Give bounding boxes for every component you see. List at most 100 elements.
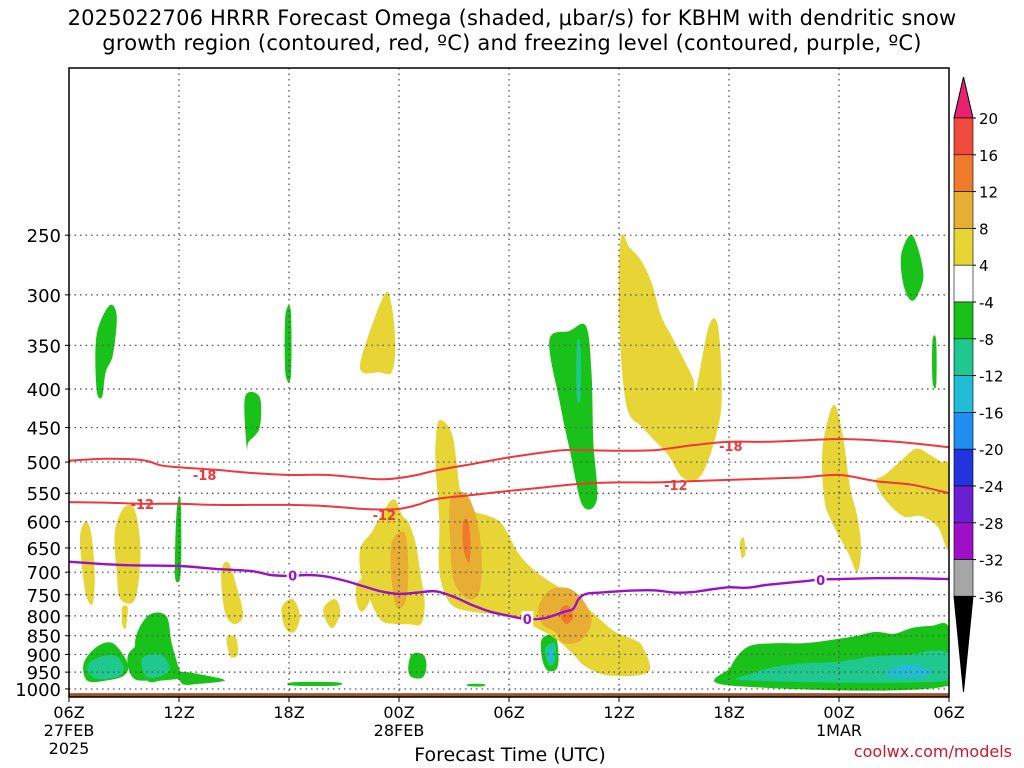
y-tick-label: 250 — [27, 226, 61, 247]
colorbar-label: 8 — [979, 220, 989, 238]
colorbar-bottom-arrow — [953, 595, 974, 693]
omega-region-up_4 — [875, 448, 949, 551]
omega-region-down_4 — [932, 335, 937, 389]
omega-region-up_4 — [359, 291, 396, 375]
chart-title-line1: 2025022706 HRRR Forecast Omega (shaded, … — [67, 6, 957, 30]
omega-region-down_4 — [95, 304, 117, 399]
freezing-level-label: 0 — [523, 613, 532, 628]
x-tick-label: 28FEB — [374, 721, 425, 740]
colorbar-label: -28 — [979, 515, 1004, 533]
colorbar-segment — [953, 448, 974, 487]
red-contour — [69, 437, 949, 481]
omega-region-down_4 — [244, 391, 262, 452]
red-contour — [69, 473, 949, 511]
omega-region-down_4 — [284, 305, 292, 383]
colorbar-segment — [953, 264, 974, 303]
colorbar-label: -36 — [979, 588, 1004, 606]
colorbar-label: -12 — [979, 368, 1004, 386]
y-tick-label: 650 — [27, 539, 61, 560]
red-contour-label: -18 — [719, 440, 743, 455]
freezing-label-bg — [814, 572, 827, 589]
y-tick-label: 500 — [27, 453, 61, 474]
y-tick-label: 550 — [27, 484, 61, 505]
colorbar-segment — [953, 228, 974, 266]
omega-region-up_8 — [390, 531, 409, 609]
x-tick-label: 12Z — [163, 703, 194, 722]
ground-layer — [69, 693, 949, 697]
colorbar-segment — [953, 522, 974, 560]
omega-region-up_4 — [618, 234, 722, 481]
omega-region-up_4 — [323, 599, 341, 629]
freezing-level-label: 0 — [816, 574, 825, 589]
contour-lines: -18 -12 -12 -18 -12 0 0 0 — [69, 437, 949, 628]
omega-region-up_4 — [739, 537, 746, 559]
omega-region-down_4 — [408, 652, 427, 679]
omega-region-down_8 — [87, 654, 124, 680]
freezing-level-line — [69, 560, 949, 621]
colorbar-label: 4 — [979, 257, 989, 275]
colorbar-label: -32 — [979, 552, 1004, 570]
colorbar-label: 12 — [979, 184, 998, 202]
y-tick-label: 800 — [27, 607, 61, 628]
omega-region-up_4 — [221, 561, 244, 625]
colorbar-label: 20 — [979, 110, 998, 128]
site-credit: coolwx.com/models — [853, 742, 1012, 761]
x-tick-label: 2025 — [49, 739, 90, 758]
freezing-label-bg — [286, 567, 299, 584]
y-tick-label: 950 — [27, 663, 61, 684]
omega-region-up_4 — [114, 505, 141, 604]
colorbar-segment — [953, 375, 974, 413]
y-tick-label: 700 — [27, 563, 61, 584]
x-tick-label: 18Z — [273, 703, 304, 722]
chart-title: 2025022706 HRRR Forecast Omega (shaded, … — [0, 6, 1024, 56]
x-axis-title: Forecast Time (UTC) — [414, 744, 606, 766]
colorbar-label: -4 — [979, 294, 994, 312]
omega-region-down_8 — [576, 338, 581, 404]
red-contour-label: -18 — [193, 469, 217, 484]
y-tick-label: 900 — [27, 645, 61, 666]
omega-region-down_4 — [900, 234, 924, 301]
omega-region-up_12 — [462, 518, 471, 563]
omega-region-down_4 — [549, 323, 598, 510]
y-tick-label: 850 — [27, 627, 61, 648]
axes: 2503003504004505005506006507007508008509… — [15, 67, 965, 758]
colorbar-segment — [953, 154, 974, 192]
y-tick-label: 600 — [27, 513, 61, 534]
omega-region-up_4 — [821, 404, 861, 573]
x-tick-label: 00Z — [383, 703, 414, 722]
y-tick-label: 450 — [27, 419, 61, 440]
freezing-level-label: 0 — [288, 569, 297, 584]
omega-region-up_4 — [226, 635, 239, 658]
colorbar-segment — [953, 338, 974, 376]
red-contour-label: -12 — [373, 509, 397, 524]
grid-lines — [69, 68, 949, 697]
colorbar-segment — [953, 191, 974, 229]
colorbar-label: -24 — [979, 478, 1004, 496]
colorbar-label: -16 — [979, 404, 1004, 422]
chart-title-line2: growth region (contoured, red, ºC) and f… — [102, 31, 922, 55]
colorbar-label: -20 — [979, 441, 1004, 459]
colorbar-segment — [953, 117, 974, 156]
x-tick-label: 1MAR — [816, 721, 862, 740]
omega-region-down_4 — [466, 683, 486, 687]
red-contour-label: -12 — [664, 479, 688, 494]
ground-surface — [69, 693, 949, 697]
omega-region-down_4 — [174, 496, 182, 583]
x-tick-label: 06Z — [493, 703, 524, 722]
x-tick-label: 27FEB — [44, 721, 95, 740]
omega-region-down_4 — [287, 681, 343, 687]
colorbar-segment — [953, 485, 974, 524]
colorbar-label: 16 — [979, 147, 998, 165]
colorbar-segment — [953, 301, 974, 340]
omega-region-up_4 — [281, 598, 301, 633]
y-tick-label: 750 — [27, 586, 61, 607]
colorbar-top-arrow — [953, 76, 974, 119]
omega-region-down_12 — [884, 664, 931, 678]
omega-region-down_4 — [177, 671, 225, 685]
y-tick-label: 400 — [27, 380, 61, 401]
freezing-label-bg — [521, 611, 534, 628]
x-tick-label: 12Z — [603, 703, 634, 722]
colorbar: 20 16 12 8 4 -4 -8 -12 -16 -20 -24 -28 -32 -36 — [953, 76, 1004, 693]
x-tick-label: 06Z — [933, 703, 964, 722]
